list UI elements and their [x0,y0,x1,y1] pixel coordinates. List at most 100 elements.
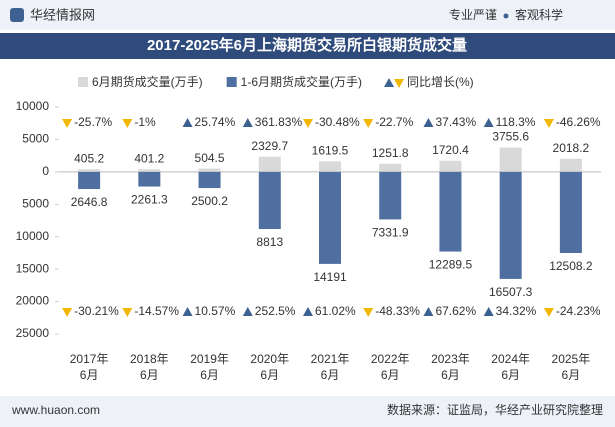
bar [439,171,462,252]
footer-source: 数据来源：证监局，华经产业研究院整理 [387,402,603,417]
legend-label: 6月期货成交量(万手) [92,74,203,89]
chart-title: 2017-2025年6月上海期货交易所白银期货成交量 [147,36,467,54]
growth-marker [182,307,193,316]
logo [10,8,24,22]
data-label: 12508.2 [549,259,593,273]
data-label: 405.2 [74,151,104,165]
bar [319,171,341,264]
growth-marker [122,308,133,317]
legend-label: 同比增长(%) [407,75,474,89]
x-tick-label: 2025年6月 [551,352,591,382]
x-tick-label: 2019年6月 [190,352,229,382]
data-label: 3755.6 [492,130,529,144]
growth-label: -22.7% [375,115,413,129]
y-tick-label: 5000 [22,196,49,210]
slogan: 客观科学 [515,7,563,22]
x-tick-label: 2017年6月 [69,352,109,382]
growth-marker [363,308,374,317]
data-label: 2500.2 [191,194,228,208]
growth-label: 34.32% [496,304,537,318]
growth-label: -24.23% [556,304,601,318]
growth-marker [483,307,494,316]
bar [439,160,462,172]
legend-label: 1-6月期货成交量(万手) [241,74,362,89]
data-label: 12289.5 [429,258,473,272]
growth-marker [303,119,313,128]
legend-icon [394,79,405,88]
growth-label: 37.43% [435,115,476,129]
y-tick-label: 25000 [16,326,50,340]
growth-label: 25.74% [195,115,236,129]
growth-label: 61.02% [315,304,356,318]
data-label: 2329.7 [251,139,288,153]
bar [499,171,522,279]
y-tick-label: 15000 [16,261,50,275]
growth-marker [242,118,253,127]
data-label: 16507.3 [489,285,533,299]
data-label: 7331.9 [372,226,409,240]
footer-site: www.huaon.com [11,403,100,417]
bar [78,171,101,190]
bar [559,171,582,253]
growth-label: -30.21% [74,304,119,318]
bar [319,161,341,172]
growth-marker [483,118,494,127]
y-tick-label: 5000 [22,132,49,146]
dot [503,13,509,19]
bar [138,169,161,172]
footer-bg [0,396,615,427]
growth-label: 252.5% [255,304,296,318]
growth-marker [242,307,253,316]
growth-label: -30.48% [315,115,360,129]
growth-label: -14.57% [134,304,179,318]
bar [379,163,402,172]
y-tick-label: 20000 [16,294,50,308]
header-bg [0,0,615,30]
bar [559,158,582,172]
x-tick-label: 2023年6月 [431,352,470,382]
x-tick-label: 2021年6月 [310,352,350,382]
x-tick-label: 2024年6月 [491,352,530,382]
x-tick-label: 2022年6月 [370,352,410,382]
growth-marker [363,119,374,128]
x-tick-label: 2020年6月 [250,352,290,382]
bar [379,171,402,220]
data-label: 14191 [313,270,347,284]
growth-label: -48.33% [375,304,420,318]
x-tick-label: 2018年6月 [129,352,169,382]
growth-label: -46.26% [556,115,601,129]
data-label: 504.5 [195,151,225,165]
growth-label: 10.57% [195,304,236,318]
growth-marker [543,308,554,317]
data-label: 401.2 [134,151,164,165]
data-label: 1720.4 [432,143,469,157]
data-label: 2018.2 [553,141,590,155]
growth-label: 118.3% [496,115,536,129]
data-label: 2646.8 [71,195,108,209]
data-label: 1251.8 [372,146,409,160]
bar [258,171,281,230]
growth-marker [62,308,73,317]
slogan: 专业严谨 [449,7,497,22]
bar [198,168,221,172]
growth-marker [62,119,73,128]
growth-marker [303,307,313,316]
y-tick-label: 10000 [16,229,50,243]
growth-marker [423,307,434,316]
legend-icon [384,78,395,87]
growth-marker [182,118,193,127]
legend-swatch [78,77,88,87]
growth-marker [122,119,133,128]
bar [198,171,221,189]
brand: 华经情报网 [30,7,95,22]
data-label: 8813 [256,235,283,249]
data-label: 2261.3 [131,193,168,207]
growth-label: 67.62% [435,304,476,318]
y-tick-label: 0 [42,164,49,178]
growth-label: -25.7% [74,115,112,129]
title-bar [0,33,615,59]
bar [78,169,101,172]
growth-label: -1% [134,115,156,129]
